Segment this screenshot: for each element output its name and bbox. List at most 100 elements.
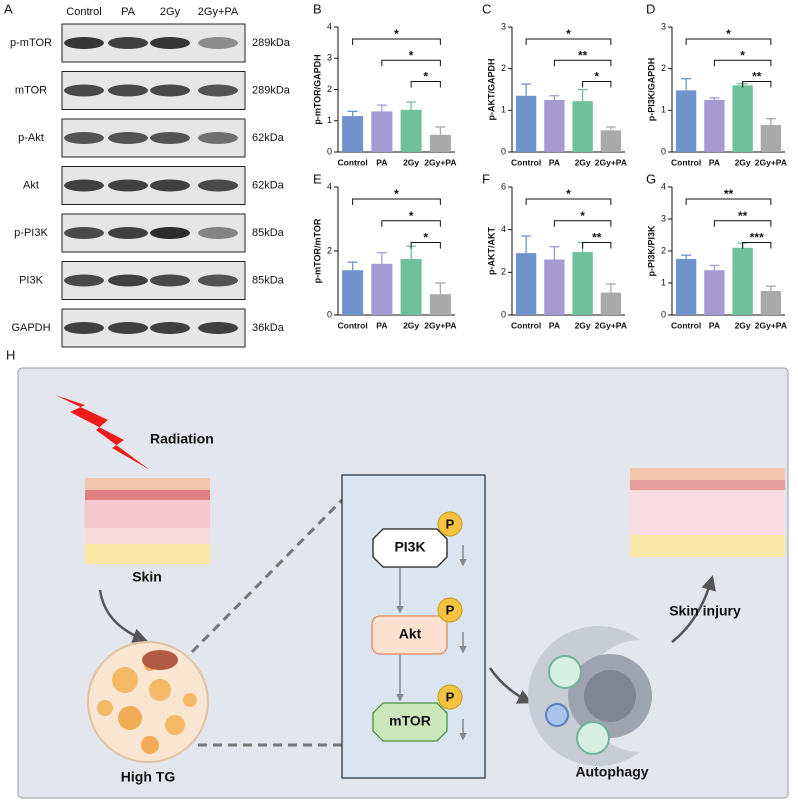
band [198, 227, 238, 239]
x-tick-label: Control [338, 320, 368, 330]
y-tick-label: 2 [501, 63, 506, 73]
y-tick-label: 4 [661, 181, 666, 191]
row-label: PI3K [19, 274, 44, 286]
arrow [98, 589, 148, 643]
band [198, 37, 238, 49]
size-label: 289kDa [252, 84, 291, 96]
bar [515, 95, 537, 152]
y-tick-label: 4 [327, 21, 332, 31]
y-tick-label: 1 [661, 105, 666, 115]
panel-label: C [482, 1, 491, 16]
y-tick-label: 2 [661, 245, 666, 255]
pi3k-node [372, 528, 448, 568]
x-tick-label: 2Gy [403, 320, 419, 330]
significance-bracket [713, 220, 772, 227]
y-tick-label: 0 [501, 309, 506, 319]
bar [429, 294, 451, 315]
x-tick-label: 2Gy+PA [755, 320, 787, 330]
arrow [488, 667, 533, 704]
significance-label: * [423, 70, 428, 84]
y-tick-label: 6 [501, 181, 506, 191]
x-tick-label: PA [376, 157, 387, 167]
y-tick-label: 3 [661, 213, 666, 223]
band [64, 322, 104, 334]
panel-label: D [646, 1, 655, 16]
lane-label: Control [66, 6, 101, 18]
y-tick-label: 0 [327, 309, 332, 319]
significance-bracket [685, 198, 772, 205]
y-tick-label: 2 [501, 267, 506, 277]
band [108, 84, 148, 97]
lane-label: 2Gy [160, 6, 181, 18]
significance-label: *** [750, 231, 764, 245]
significance-bracket [525, 38, 612, 45]
band [64, 179, 104, 192]
significance-bracket [742, 81, 772, 88]
bar [704, 99, 725, 152]
x-tick-label: 2Gy+PA [595, 157, 627, 167]
autophagy-cell [528, 626, 652, 766]
bar [429, 134, 451, 152]
injured-skin [630, 468, 785, 557]
significance-bracket [381, 59, 441, 67]
panel-label: G [646, 171, 656, 186]
x-tick-label: 2Gy+PA [755, 157, 787, 167]
band [108, 227, 148, 239]
y-tick-label: 3 [327, 53, 332, 63]
band [198, 179, 238, 192]
significance-bracket [525, 198, 612, 205]
band [150, 84, 190, 97]
significance-bracket [582, 242, 612, 249]
lane-label: PA [121, 6, 136, 18]
y-tick-label: 0 [661, 146, 666, 156]
band [198, 322, 238, 334]
adipocyte [87, 641, 209, 763]
band [198, 132, 238, 144]
band [150, 227, 190, 239]
y-tick-label: 0 [661, 309, 666, 319]
row-label: p-mTOR [10, 37, 52, 49]
significance-bracket [410, 242, 441, 249]
skin [85, 478, 210, 564]
significance-bracket [381, 220, 441, 227]
band [64, 37, 104, 49]
band [64, 84, 104, 97]
bar [704, 270, 725, 315]
dashed-line [190, 498, 344, 654]
significance-label: * [594, 70, 599, 84]
y-axis-label: p-AKT/GAPDH [486, 59, 496, 121]
lane-label: 2Gy+PA [198, 6, 239, 18]
band [150, 179, 190, 192]
p-label: P [446, 516, 455, 531]
y-tick-label: 2 [327, 245, 332, 255]
panel-label: H [6, 347, 15, 362]
y-axis-label: p-mTOR/mTOR [312, 218, 322, 283]
bar [371, 263, 393, 315]
size-label: 289kDa [252, 37, 291, 49]
panel-label: E [313, 171, 322, 186]
significance-bracket [553, 220, 612, 227]
y-axis-label: p-AKT/AKT [486, 227, 496, 275]
y-tick-label: 1 [501, 105, 506, 115]
significance-label: * [726, 27, 731, 41]
x-tick-label: PA [709, 320, 720, 330]
bar [600, 292, 622, 315]
band [108, 37, 148, 49]
x-tick-label: PA [549, 320, 560, 330]
bar [400, 259, 422, 315]
y-tick-label: 2 [661, 63, 666, 73]
size-label: 85kDa [252, 227, 285, 239]
x-tick-label: Control [671, 157, 701, 167]
radiation-label: Radiation [150, 431, 214, 447]
bar [371, 111, 393, 152]
y-tick-label: 0 [327, 146, 332, 156]
y-tick-label: 2 [327, 84, 332, 94]
significance-label: ** [752, 70, 762, 84]
akt-label: Akt [399, 626, 422, 642]
y-tick-label: 3 [661, 21, 666, 31]
mtor-node [372, 702, 448, 742]
significance-label: ** [592, 231, 602, 245]
panel-label: A [4, 1, 13, 16]
band [150, 132, 190, 144]
